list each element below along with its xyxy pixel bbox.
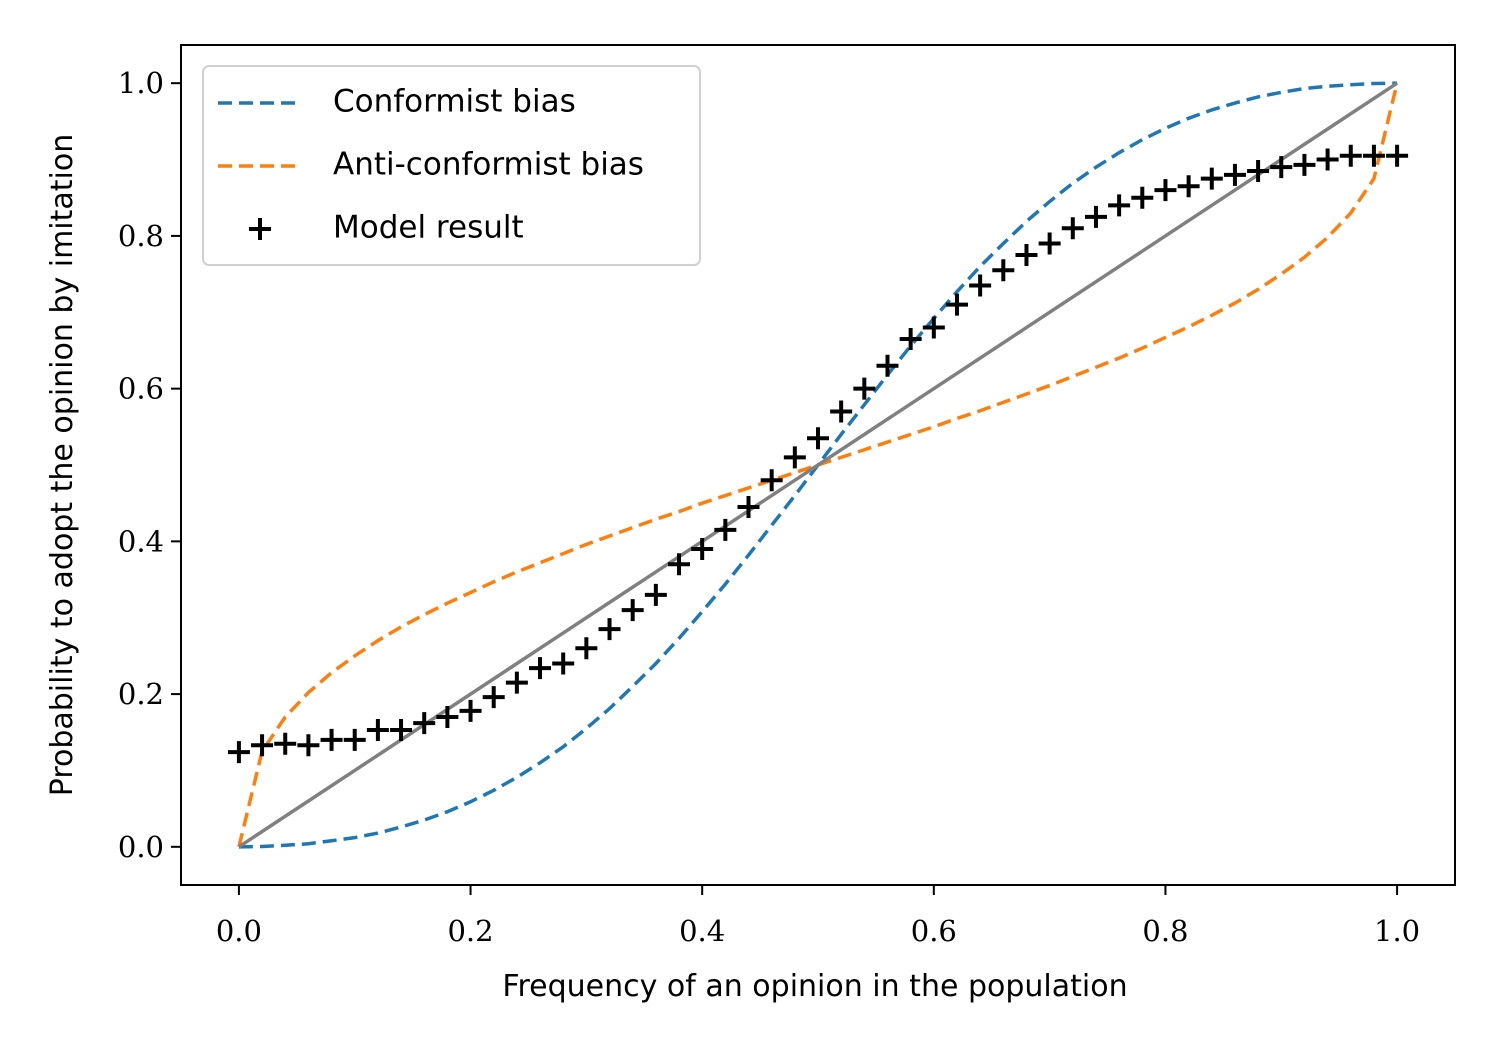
x-tick-label: 0.2 bbox=[447, 914, 493, 948]
model-point bbox=[1316, 148, 1339, 171]
model-point bbox=[644, 583, 667, 606]
model-point bbox=[297, 734, 320, 757]
x-tick-label: 1.0 bbox=[1374, 914, 1420, 948]
x-tick-label: 0.0 bbox=[216, 914, 262, 948]
model-point bbox=[691, 538, 714, 560]
model-point bbox=[1154, 179, 1177, 202]
model-point bbox=[1131, 186, 1154, 209]
model-point bbox=[227, 741, 250, 764]
model-point bbox=[552, 652, 575, 675]
model-point bbox=[830, 400, 853, 423]
model-point bbox=[714, 518, 737, 541]
y-tick-label: 1.0 bbox=[118, 66, 164, 100]
model-point bbox=[1108, 194, 1131, 217]
model-point bbox=[945, 293, 968, 316]
model-point bbox=[969, 274, 992, 297]
model-point bbox=[459, 699, 482, 722]
model-point bbox=[529, 657, 552, 680]
model-point bbox=[899, 328, 922, 350]
model-point bbox=[992, 259, 1015, 282]
legend-label: Conformist bias bbox=[333, 84, 576, 120]
model-point bbox=[1247, 160, 1270, 182]
model-point bbox=[621, 599, 644, 622]
model-point bbox=[876, 354, 899, 377]
y-tick-label: 0.4 bbox=[118, 524, 164, 558]
y-tick-label: 0.8 bbox=[118, 219, 164, 253]
model-point bbox=[783, 446, 806, 469]
model-point bbox=[1339, 144, 1362, 167]
model-point bbox=[575, 637, 598, 660]
y-tick-label: 0.0 bbox=[118, 830, 164, 864]
model-point bbox=[1200, 167, 1223, 190]
model-point bbox=[366, 718, 389, 741]
model-point bbox=[343, 728, 366, 751]
y-tick-label: 0.6 bbox=[118, 372, 164, 406]
model-point bbox=[482, 686, 505, 709]
y-axis-label: Probability to adopt the opinion by imit… bbox=[45, 134, 80, 797]
model-point bbox=[413, 712, 436, 735]
model-point bbox=[807, 427, 829, 450]
model-point bbox=[1293, 153, 1316, 176]
y-tick-label: 0.2 bbox=[118, 677, 164, 711]
x-tick-label: 0.4 bbox=[679, 914, 725, 948]
model-point bbox=[251, 734, 274, 757]
legend-box bbox=[202, 65, 701, 266]
x-tick-label: 0.8 bbox=[1142, 914, 1188, 948]
model-point bbox=[390, 718, 413, 741]
legend-label: Anti-conformist bias bbox=[333, 147, 644, 183]
legend-label: Model result bbox=[333, 210, 524, 246]
model-point bbox=[760, 469, 783, 492]
model-point bbox=[1038, 232, 1061, 255]
x-tick-label: 0.6 bbox=[911, 914, 957, 948]
model-point bbox=[1386, 144, 1409, 167]
model-point bbox=[320, 728, 343, 751]
model-point bbox=[274, 732, 297, 755]
model-point bbox=[598, 618, 621, 641]
reference-line bbox=[237, 81, 1399, 849]
model-point bbox=[1177, 175, 1200, 198]
model-point bbox=[853, 377, 876, 400]
model-point bbox=[1061, 217, 1084, 240]
model-point bbox=[436, 706, 459, 728]
model-point bbox=[1084, 205, 1107, 228]
model-point bbox=[737, 496, 760, 518]
model-point bbox=[1223, 163, 1246, 186]
model-point bbox=[668, 553, 691, 576]
model-point bbox=[922, 316, 945, 339]
model-point bbox=[1270, 156, 1293, 179]
x-axis-label: Frequency of an opinion in the populatio… bbox=[502, 969, 1127, 1004]
legend-marker bbox=[249, 218, 271, 240]
model-point bbox=[1362, 144, 1385, 167]
model-point bbox=[505, 671, 528, 694]
plot-frame bbox=[180, 44, 1456, 886]
model-point bbox=[1015, 244, 1038, 266]
